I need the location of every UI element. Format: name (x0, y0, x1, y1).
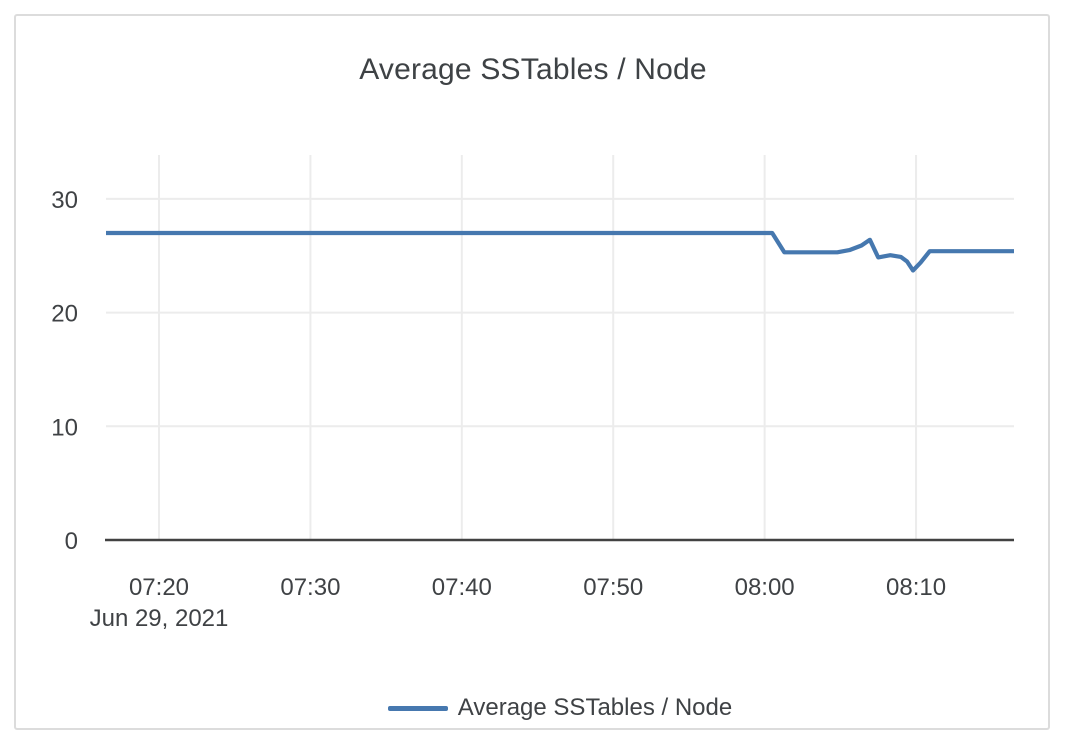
legend-line-swatch-icon (387, 705, 448, 711)
x-axis-date-label: Jun 29, 2021 (90, 605, 229, 632)
y-tick-label: 0 (65, 528, 78, 555)
x-tick-label: 07:20 (129, 574, 189, 601)
x-tick-label: 07:30 (280, 574, 340, 601)
legend-label: Average SSTables / Node (457, 694, 733, 721)
chart-legend: Average SSTables / Node (106, 692, 1014, 724)
chart-title: Average SSTables / Node (359, 53, 707, 86)
series-line (106, 230, 1014, 273)
x-tick-label: 07:50 (583, 574, 643, 601)
x-tick-label: 08:10 (886, 574, 946, 601)
y-tick-label: 30 (51, 187, 78, 214)
chart-card (14, 14, 1050, 730)
y-tick-label: 20 (51, 301, 78, 328)
x-tick-label: 07:40 (432, 574, 492, 601)
y-tick-label: 10 (51, 414, 78, 441)
x-tick-label: 08:00 (735, 574, 795, 601)
